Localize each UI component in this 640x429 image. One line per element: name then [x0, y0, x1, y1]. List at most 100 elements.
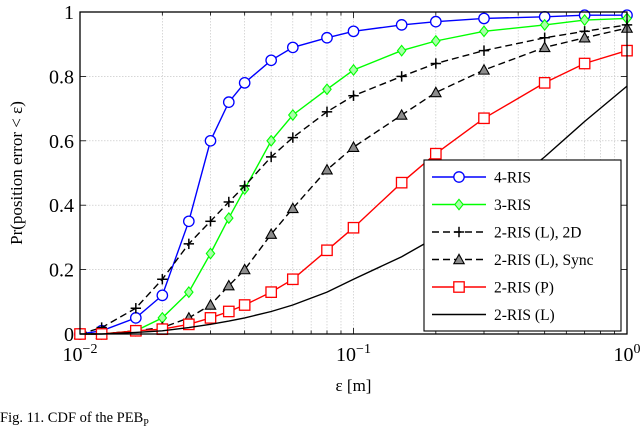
y-tick-label: 0.4 — [49, 195, 74, 217]
data-point — [396, 44, 407, 57]
data-point — [538, 41, 551, 53]
data-point — [347, 140, 360, 152]
data-point — [538, 76, 551, 89]
y-tick-label: 0 — [64, 324, 74, 346]
y-tick-label: 0.6 — [49, 131, 74, 153]
x-tick-label: 100 — [614, 342, 640, 366]
legend-label: 3-RIS — [494, 197, 531, 214]
data-point — [266, 134, 277, 147]
data-point — [156, 323, 169, 336]
y-tick-label: 0.2 — [49, 260, 74, 282]
data-point — [395, 19, 408, 31]
data-point — [265, 54, 278, 67]
legend-box — [423, 159, 622, 332]
data-point — [205, 216, 216, 227]
data-point — [129, 324, 142, 337]
legend-entry: 2-RIS (L) — [432, 307, 555, 324]
data-point — [429, 15, 442, 28]
x-tick-label: 10−1 — [336, 342, 371, 366]
data-point — [223, 211, 234, 225]
y-axis-label: Pr(position error < ε) — [7, 101, 26, 245]
data-point — [287, 132, 299, 143]
data-point — [238, 76, 251, 89]
plot-frame — [79, 11, 628, 335]
legend-entry: 2-RIS (P) — [432, 280, 554, 297]
data-point — [204, 312, 217, 324]
data-point — [238, 299, 251, 311]
chart: 0 0.2 0.4 0.6 0.8 1 10−2 10−1 100 ε [m] Pr(posit… — [7, 2, 640, 395]
data-point — [578, 57, 591, 70]
data-point — [430, 34, 441, 48]
data-point — [238, 263, 251, 275]
data-point — [222, 279, 235, 291]
data-point — [478, 112, 490, 125]
data-point — [453, 281, 465, 293]
x-tick-label: 10−2 — [63, 342, 98, 366]
data-point — [182, 215, 195, 228]
legend-label: 2-RIS (L), Sync — [494, 252, 594, 269]
data-point — [348, 90, 359, 101]
legend-label: 2-RIS (L) — [494, 307, 555, 324]
data-point — [129, 312, 142, 324]
series-5 — [74, 44, 633, 340]
figure-caption-text: Fig. 11. CDF of the PEB — [0, 410, 144, 426]
data-point — [395, 176, 408, 189]
data-point — [395, 108, 408, 120]
legend-label: 2-RIS (P) — [494, 280, 554, 297]
data-point — [182, 318, 195, 331]
legend-entry: 3-RIS — [432, 197, 531, 214]
data-point — [347, 221, 360, 234]
data-point — [430, 58, 442, 69]
data-point — [183, 286, 194, 299]
data-point — [347, 25, 360, 38]
series-line — [80, 17, 628, 335]
data-point — [287, 108, 298, 122]
data-point — [322, 83, 332, 96]
series-layer — [73, 9, 634, 341]
data-point — [223, 196, 235, 208]
data-point — [348, 63, 359, 77]
legend: 4-RIS 3-RIS 2-RIS (L), 2D 2-RIS (L), Sync 2-… — [423, 159, 622, 332]
data-point — [453, 171, 465, 183]
data-point — [321, 31, 333, 44]
data-point — [130, 303, 142, 314]
data-point — [396, 71, 407, 82]
data-point — [321, 106, 333, 118]
data-point — [286, 202, 299, 214]
legend-label: 4-RIS — [494, 170, 531, 187]
data-point — [222, 96, 235, 109]
data-point — [286, 41, 299, 54]
legend-entry: 2-RIS (L), 2D — [432, 225, 581, 242]
data-point — [453, 226, 465, 238]
data-point — [265, 151, 277, 163]
tick-labels: 0 0.2 0.4 0.6 0.8 1 10−2 10−1 100 — [49, 2, 640, 366]
data-point — [204, 134, 217, 147]
data-point — [478, 12, 490, 25]
data-point — [477, 63, 491, 75]
legend-label: 2-RIS (L), 2D — [494, 225, 581, 242]
data-point — [479, 25, 489, 38]
data-point — [265, 286, 278, 298]
x-axis-label: ε [m] — [336, 376, 372, 395]
data-point — [478, 45, 490, 56]
data-point — [156, 289, 169, 302]
series-line — [79, 24, 628, 335]
legend-entry: 2-RIS (L), Sync — [432, 252, 594, 269]
data-point — [157, 274, 168, 285]
data-point — [286, 273, 299, 286]
y-tick-label: 1 — [64, 2, 74, 24]
data-point — [429, 86, 442, 98]
data-point — [183, 238, 195, 250]
data-point — [239, 180, 250, 192]
data-point — [204, 298, 217, 310]
data-point — [320, 163, 334, 175]
data-point — [579, 13, 590, 27]
data-point — [265, 227, 278, 239]
data-point — [205, 247, 216, 260]
y-tick-label: 0.8 — [49, 66, 74, 88]
data-point — [452, 253, 466, 265]
data-point — [539, 18, 550, 31]
data-point — [321, 244, 333, 257]
figure-caption: Fig. 11. CDF of the PEBP — [0, 410, 149, 429]
data-point — [454, 198, 464, 211]
